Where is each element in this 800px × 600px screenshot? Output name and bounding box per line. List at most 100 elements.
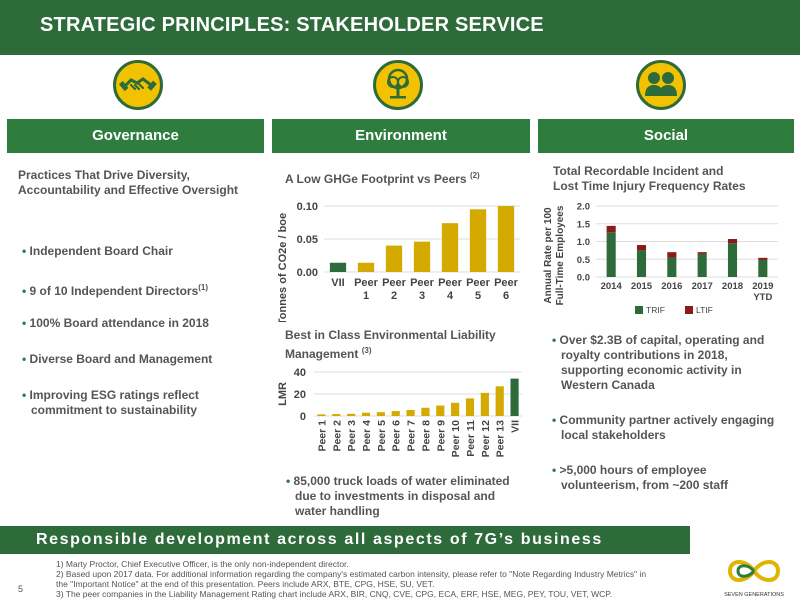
x-tick-label: 2015: [631, 281, 653, 292]
legend-label: LTIF: [696, 305, 713, 315]
y-tick-label: 0.00: [297, 267, 318, 279]
bar: [406, 409, 415, 416]
x-tick-label: 2017: [692, 281, 713, 292]
x-tick-label: 2014: [601, 281, 623, 292]
lmr-chart-heading: Best in Class Environmental Liability Ma…: [285, 328, 496, 361]
governance-heading: Practices That Drive Diversity, Accounta…: [18, 168, 239, 197]
y-tick-label: 2.0: [577, 202, 590, 213]
y-tick-label: 0.05: [297, 234, 318, 246]
x-tick-label: Peer 9: [435, 420, 447, 452]
bar: [385, 245, 403, 272]
bar: [421, 407, 430, 416]
bar-trif: [606, 232, 616, 277]
y-tick-label: 40: [294, 367, 306, 379]
bottom-banner: Responsible development across all aspec…: [0, 526, 690, 554]
pillar-social: Social: [538, 119, 794, 153]
bar: [329, 262, 347, 272]
injury-chart: 0.0 0.5 1.0 1.5 2.0 2014 2015 2016 2017 2018 2019Y…: [543, 202, 778, 315]
x-tick-label: 6: [503, 290, 509, 302]
bar: [361, 412, 371, 416]
bar-ltif: [606, 225, 616, 233]
x-tick-label: Peer 6: [391, 420, 403, 452]
governance-bullet-3: • 100% Board attendance in 2018: [22, 316, 209, 330]
governance-bullet-5: • Improving ESG ratings reflect commitme…: [22, 388, 199, 417]
seven-generations-logo-icon: [727, 560, 781, 582]
x-tick-label: Peer 3: [346, 420, 358, 452]
y-tick-label: 0.5: [577, 255, 591, 266]
x-tick-label: Peer 4: [361, 420, 373, 452]
y-tick-label: 0: [300, 411, 306, 423]
legend-swatch: [685, 306, 693, 314]
y-axis-label: Annual Rate per 100: [543, 207, 554, 304]
y-tick-label: 0.0: [577, 273, 590, 284]
x-tick-label: 5: [475, 290, 481, 302]
x-tick-label: Peer: [354, 277, 379, 289]
y-axis-label: Full-Time Employees: [555, 205, 566, 305]
x-tick-label: 1: [363, 290, 369, 302]
bar-ltif: [727, 239, 738, 244]
legend-swatch: [635, 306, 643, 314]
x-tick-label: Peer 10: [450, 420, 462, 458]
environment-bullet: • 85,000 truck loads of water eliminated…: [286, 474, 510, 518]
bar: [317, 414, 326, 416]
x-tick-label: Peer: [494, 277, 519, 289]
bar-trif: [697, 253, 707, 277]
y-tick-label: 1.0: [577, 237, 590, 248]
social-bullet-3: • >5,000 hours of employee volunteerism,…: [552, 463, 729, 492]
social-bullet-1: • Over $2.3B of capital, operating and r…: [552, 333, 765, 392]
tree-icon: [373, 60, 423, 110]
x-tick-label: VII: [331, 277, 344, 289]
x-tick-label: 4: [447, 290, 454, 302]
legend-label: TRIF: [646, 305, 665, 315]
bar: [436, 405, 445, 416]
x-tick-label: 2016: [661, 281, 682, 292]
y-tick-label: 1.5: [577, 219, 591, 230]
footnotes: 1) Marty Proctor, Chief Executive Office…: [56, 559, 647, 599]
bar: [451, 402, 460, 416]
bar-trif: [667, 257, 677, 277]
ghg-chart-heading: A Low GHGe Footprint vs Peers (2): [285, 171, 480, 186]
x-tick-label: 3: [419, 290, 425, 302]
x-tick-label: Peer 1: [316, 420, 328, 452]
x-tick-label: Peer 2: [331, 420, 343, 452]
governance-bullet-1: • Independent Board Chair: [22, 244, 173, 258]
bar-ltif: [636, 245, 647, 251]
pillar-governance: Governance: [7, 119, 264, 153]
y-tick-label: 0.10: [297, 201, 318, 213]
bar-trif: [727, 243, 738, 277]
x-tick-label: 2019: [752, 281, 773, 292]
governance-bullet-2: • 9 of 10 Independent Directors(1): [22, 283, 209, 298]
x-tick-label: Peer: [382, 277, 407, 289]
x-tick-label: Peer 12: [480, 420, 492, 458]
x-tick-label: 2018: [722, 281, 743, 292]
x-tick-label: Peer: [438, 277, 463, 289]
y-axis-label: LMR: [277, 382, 289, 406]
x-tick-label: Peer: [410, 277, 435, 289]
bar: [465, 398, 475, 416]
page-number: 5: [18, 584, 24, 594]
y-axis-label: Tonnes of CO2e / boe: [277, 213, 289, 322]
injury-chart-heading: Total Recordable Incident and Lost Time …: [553, 164, 746, 193]
people-icon: [636, 60, 686, 110]
bar: [510, 378, 519, 416]
bar: [413, 241, 431, 272]
bar: [497, 206, 515, 272]
x-tick-label: YTD: [753, 292, 772, 303]
x-tick-label: Peer 5: [376, 420, 388, 452]
bar: [469, 209, 487, 272]
x-tick-label: Peer 13: [495, 420, 507, 458]
bar: [480, 392, 489, 416]
bar: [391, 411, 400, 416]
bar: [495, 386, 504, 416]
company-logo: SEVEN GENERATIONS: [716, 556, 792, 598]
x-tick-label: VII: [510, 420, 522, 433]
bar: [376, 412, 385, 416]
bar-ltif: [758, 257, 768, 260]
x-tick-label: Peer: [466, 277, 491, 289]
bar-trif: [636, 250, 647, 277]
bar: [441, 223, 459, 272]
y-tick-label: 20: [294, 389, 306, 401]
bar: [357, 262, 375, 272]
